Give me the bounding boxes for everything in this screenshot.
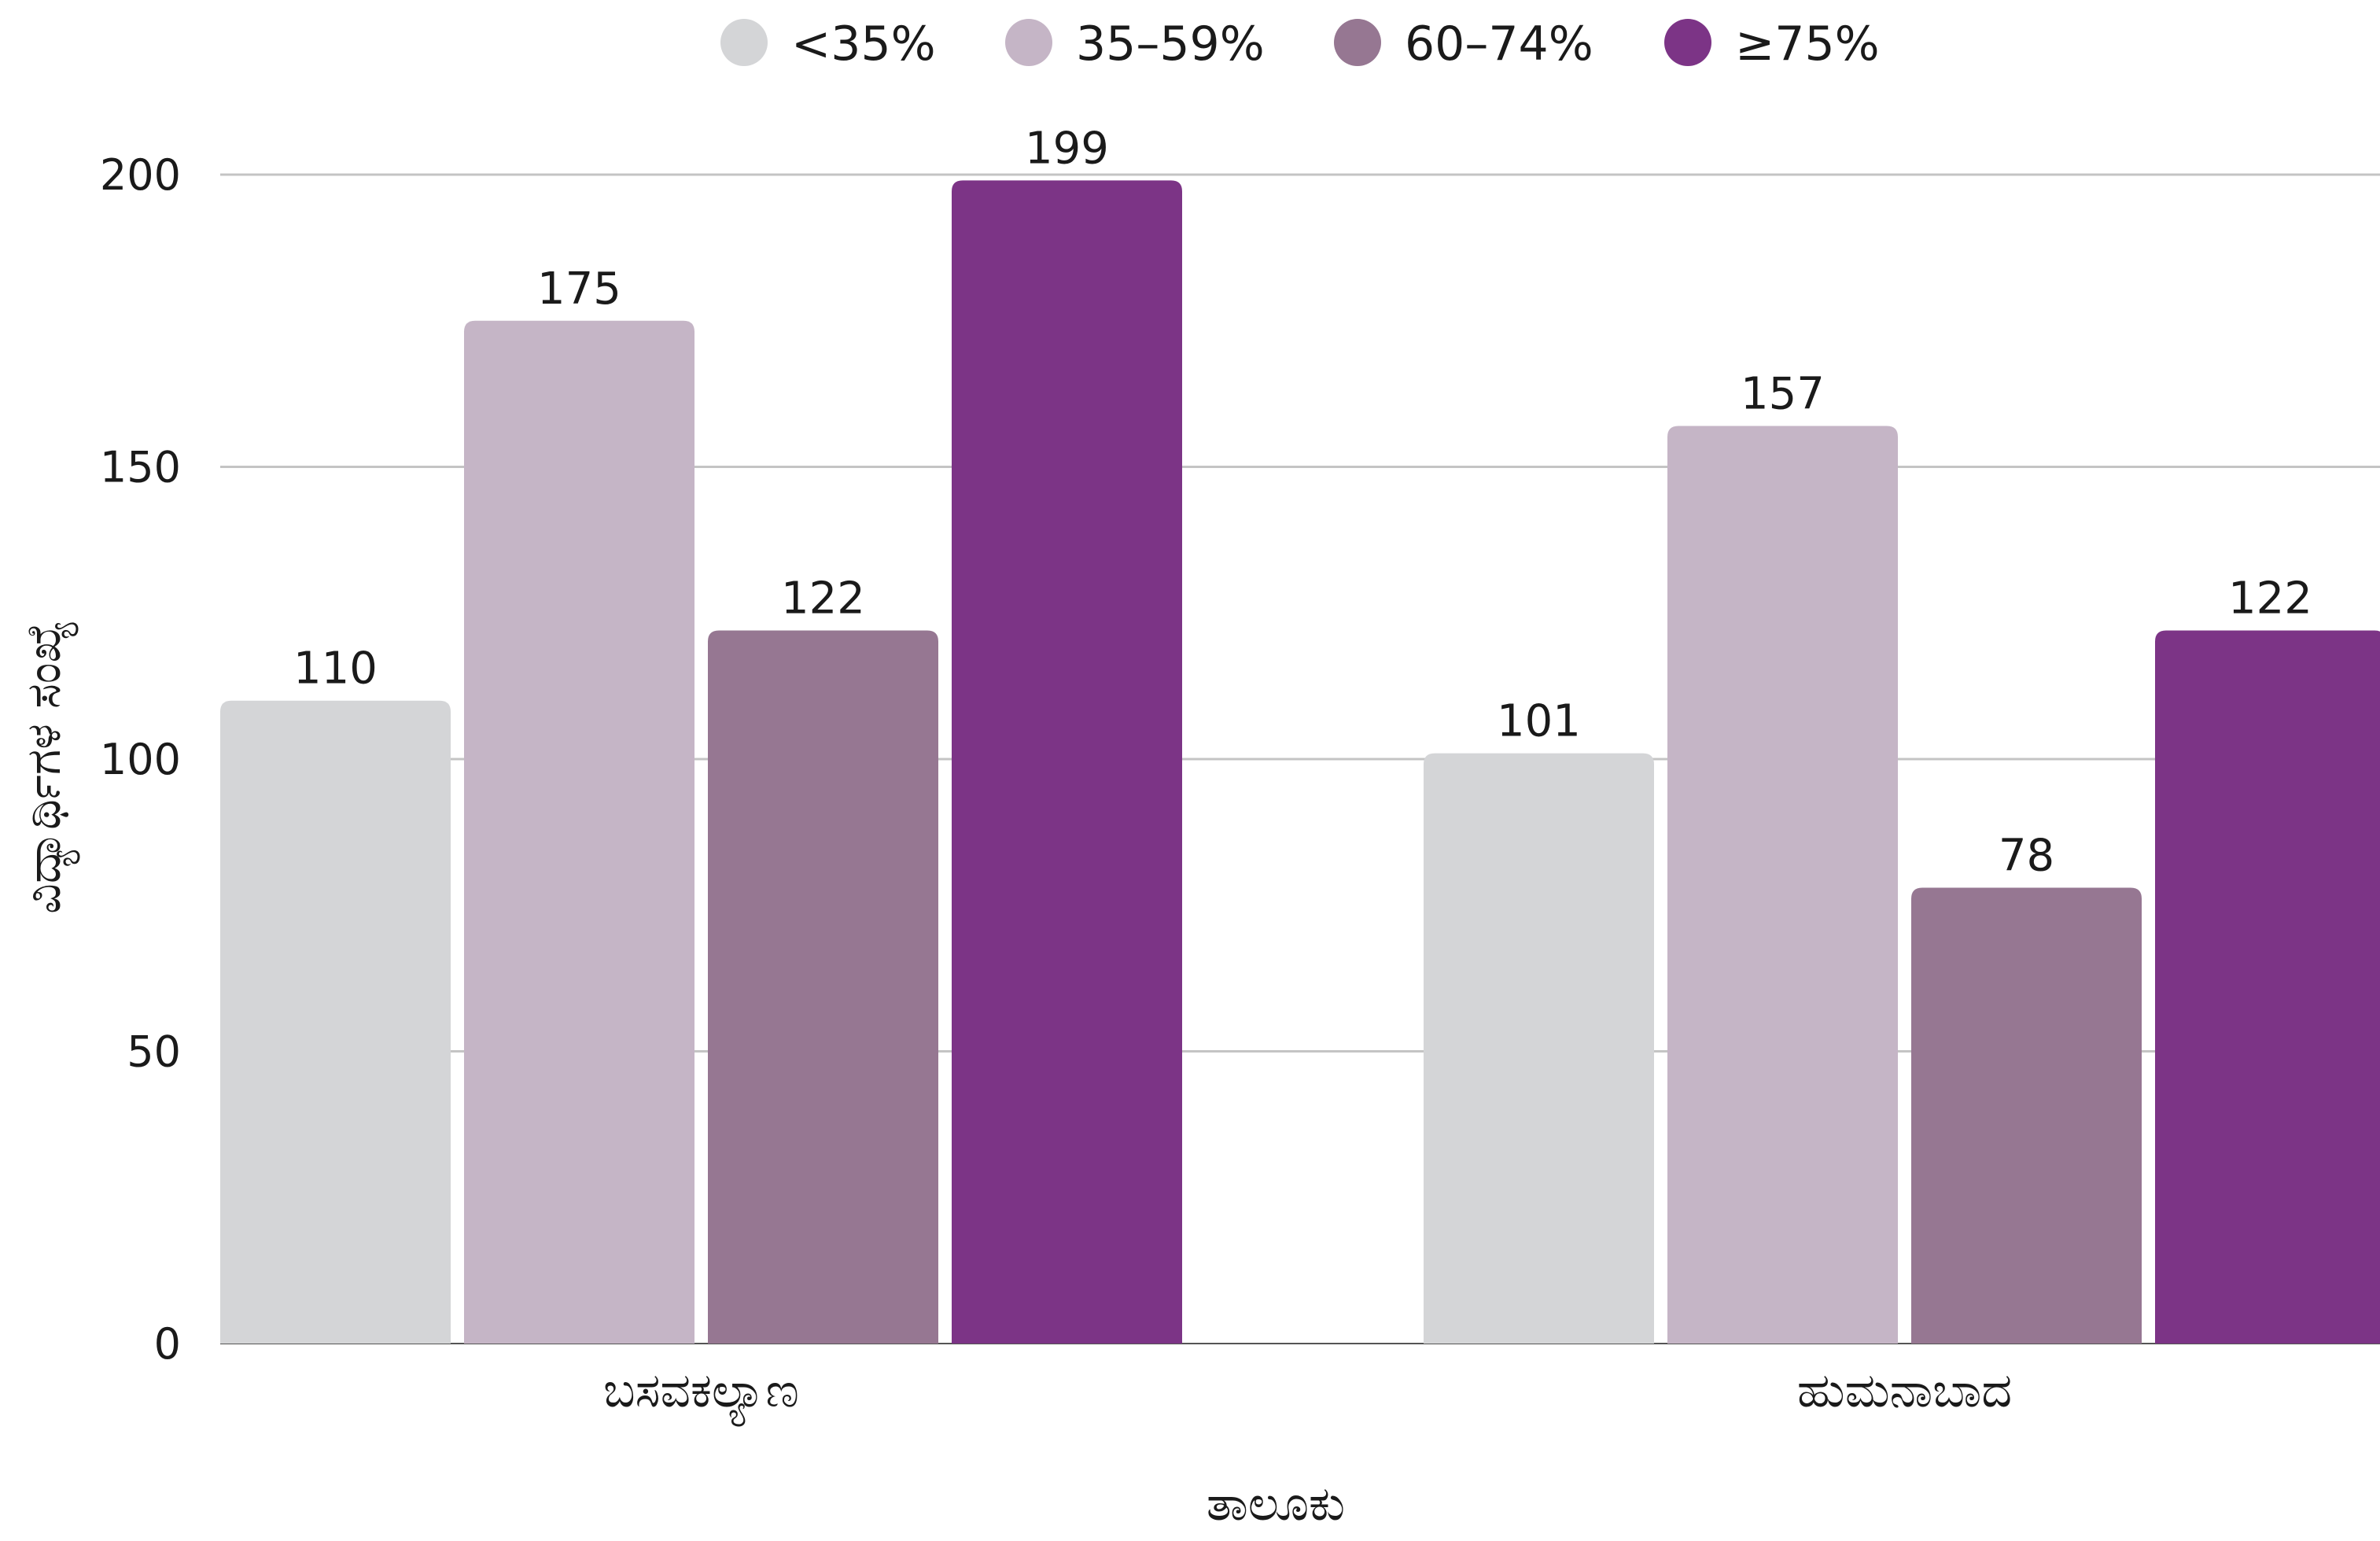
y-tick-label: 50 [127, 1027, 181, 1077]
legend-swatch [720, 19, 768, 66]
y-axis-title: ವಿದ್ಯಾರ್ಥಿಗಳ ಸಂಖ್ಯೆ [17, 620, 80, 914]
bar-value-label: 122 [2228, 573, 2312, 625]
legend-label: 35–59% [1076, 17, 1265, 72]
bar-value-label: 122 [781, 573, 865, 625]
legend-swatch [1334, 19, 1381, 66]
y-tick-label: 100 [100, 735, 181, 784]
y-axis-ticks: 0 50 100 150 200 [100, 150, 181, 1369]
bar-value-label: 175 [537, 264, 621, 315]
legend-label: ≥75% [1735, 17, 1880, 72]
y-tick-label: 150 [100, 443, 181, 492]
bar [1424, 753, 1654, 1344]
bar [1911, 887, 2142, 1344]
y-tick-label: 0 [154, 1319, 181, 1369]
legend-swatch [1664, 19, 1711, 66]
bar-value-label: 101 [1497, 696, 1581, 747]
bar-value-label: 110 [293, 643, 378, 695]
bar [708, 630, 938, 1344]
legend: <35% 35–59% 60–74% ≥75% [720, 17, 1880, 72]
data-labels: 110 175 122 199 101 157 78 122 [293, 123, 2312, 881]
x-category-label: ಹುಮನಾಬಾದ [1797, 1363, 2012, 1418]
bars [220, 180, 2380, 1344]
bar-value-label: 199 [1025, 123, 1109, 174]
bar [464, 320, 694, 1344]
bar [1667, 426, 1898, 1344]
x-category-label: ಬಸವಕಲ್ಯಾಣ [603, 1363, 799, 1427]
legend-swatch [1005, 19, 1052, 66]
legend-label: <35% [791, 17, 936, 72]
y-tick-label: 200 [100, 150, 181, 200]
bar [220, 700, 451, 1344]
bar [2155, 630, 2380, 1344]
legend-label: 60–74% [1405, 17, 1593, 72]
x-axis-categories: ಬಸವಕಲ್ಯಾಣ ಹುಮನಾಬಾದ [603, 1363, 2012, 1427]
bar-value-label: 157 [1741, 368, 1825, 419]
bar-value-label: 78 [1999, 830, 2054, 881]
x-axis-title: ತಾಲೂಕು [1207, 1476, 1345, 1532]
bar [952, 180, 1182, 1344]
